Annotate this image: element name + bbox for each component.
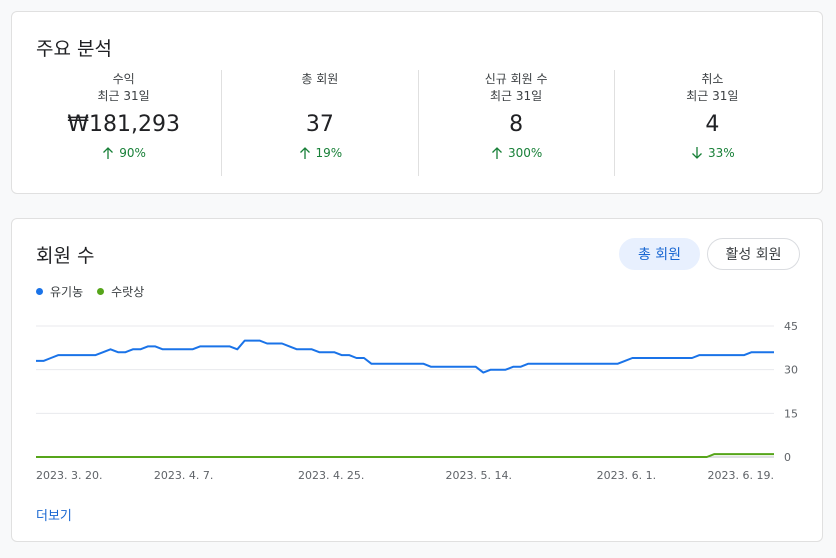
metric-period: 최근 31일 xyxy=(490,89,543,103)
x-tick-label: 2023. 4. 25. xyxy=(298,469,364,482)
metrics-row: 수익 최근 31일 ₩181,293 90% 총 회원 37 19% 신규 회원… xyxy=(26,70,810,176)
y-tick-label: 30 xyxy=(784,364,798,377)
metric-change: 300% xyxy=(419,146,614,160)
x-tick-label: 2023. 6. 19. xyxy=(708,469,774,482)
active-members-toggle[interactable]: 활성 회원 xyxy=(707,238,800,270)
metric-change: 19% xyxy=(222,146,417,160)
arrow-up-icon xyxy=(299,147,310,159)
metric-value: 4 xyxy=(705,112,720,137)
legend-label: 수랏상 xyxy=(111,285,145,299)
metric-change: 33% xyxy=(615,146,810,160)
chart-legend: 유기농 수랏상 xyxy=(36,283,144,300)
metric-new-members[interactable]: 신규 회원 수 최근 31일 8 300% xyxy=(417,70,614,176)
series-line-1 xyxy=(36,453,774,458)
metric-period xyxy=(222,88,417,105)
arrow-up-icon xyxy=(103,147,114,159)
x-tick-label: 2023. 5. 14. xyxy=(446,469,512,482)
metric-label: 신규 회원 수 xyxy=(484,72,548,86)
y-tick-label: 45 xyxy=(784,320,798,333)
legend-dot-icon xyxy=(36,288,43,295)
metric-change-value: 300% xyxy=(507,146,543,160)
metric-total-members[interactable]: 총 회원 37 19% xyxy=(221,70,417,176)
x-tick-label: 2023. 3. 20. xyxy=(36,469,102,482)
legend-dot-icon xyxy=(97,288,105,295)
metric-value: 8 xyxy=(509,112,524,137)
key-analysis-title: 주요 분석 xyxy=(36,38,112,60)
y-tick-label: 15 xyxy=(784,407,798,420)
metric-period: 최근 31일 xyxy=(97,89,150,103)
metric-label: 수익 xyxy=(112,72,135,86)
metric-change-value: 90% xyxy=(119,146,146,160)
metric-value: 37 xyxy=(305,112,334,137)
metric-period: 최근 31일 xyxy=(686,89,739,103)
legend-item-paid[interactable]: 수랏상 xyxy=(97,283,144,300)
metric-value: ₩181,293 xyxy=(67,112,180,137)
members-chart: 0 15 30 45 2023. 3. 20. 2023. 4. 7. 2023. 4. 2… xyxy=(36,320,798,482)
legend-item-organic[interactable]: 유기농 xyxy=(36,283,83,300)
x-tick-label: 2023. 4. 7. xyxy=(154,469,213,482)
y-tick-label: 0 xyxy=(784,451,791,464)
legend-label: 유기농 xyxy=(50,285,84,299)
metric-change: 90% xyxy=(26,146,221,160)
metric-change-value: 33% xyxy=(708,146,735,160)
arrow-up-icon xyxy=(492,147,502,159)
arrow-down-icon xyxy=(692,147,702,159)
series-line-0 xyxy=(36,339,774,374)
metric-cancellations[interactable]: 취소 최근 31일 4 33% xyxy=(613,70,810,176)
members-title: 회원 수 xyxy=(36,245,95,267)
total-members-toggle[interactable]: 총 회원 xyxy=(619,238,700,270)
more-link[interactable]: 더보기 xyxy=(36,509,72,524)
x-tick-label: 2023. 6. 1. xyxy=(597,469,656,482)
metric-change-value: 19% xyxy=(315,146,343,160)
key-analysis-card: 주요 분석 수익 최근 31일 ₩181,293 90% 총 회원 37 19%… xyxy=(11,11,823,194)
members-card: 회원 수 총 회원 활성 회원 유기농 수랏상 0 15 30 45 2023. 3. … xyxy=(11,218,823,542)
metric-label: 총 회원 xyxy=(301,72,339,86)
metric-label: 취소 xyxy=(701,72,724,86)
metric-revenue[interactable]: 수익 최근 31일 ₩181,293 90% xyxy=(26,70,221,176)
